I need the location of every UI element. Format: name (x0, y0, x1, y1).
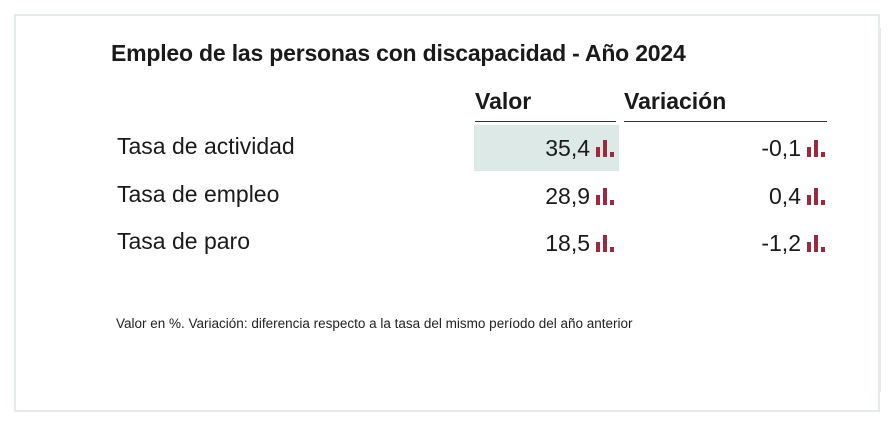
valor-value: 28,9 (545, 182, 590, 209)
table-row: Tasa de empleo 28,9 0,4 (0, 173, 890, 219)
variacion-cell[interactable]: 0,4 (624, 173, 830, 219)
column-header-variacion: Variación (624, 88, 827, 122)
table-row: Tasa de actividad 35,4 -0,1 (0, 125, 890, 171)
valor-cell[interactable]: 35,4 (474, 125, 619, 171)
valor-value: 18,5 (545, 229, 590, 256)
valor-cell[interactable]: 28,9 (474, 173, 619, 219)
bar-chart-icon[interactable] (596, 139, 617, 157)
row-label: Tasa de empleo (117, 181, 280, 207)
row-label: Tasa de paro (117, 228, 250, 254)
card-title: Empleo de las personas con discapacidad … (111, 40, 686, 66)
table-row: Tasa de paro 18,5 -1,2 (0, 220, 890, 266)
column-header-valor: Valor (475, 88, 616, 122)
footnote: Valor en %. Variación: diferencia respec… (116, 316, 633, 331)
variacion-value: 0,4 (769, 182, 801, 209)
variacion-value: -0,1 (761, 134, 801, 161)
variacion-value: -1,2 (761, 229, 801, 256)
scroll-divider (878, 28, 881, 392)
variacion-cell[interactable]: -1,2 (624, 220, 830, 266)
bar-chart-icon[interactable] (807, 139, 828, 157)
valor-cell[interactable]: 18,5 (474, 220, 619, 266)
indicator-card (14, 14, 880, 412)
bar-chart-icon[interactable] (807, 187, 828, 205)
valor-value: 35,4 (545, 134, 590, 161)
bar-chart-icon[interactable] (596, 234, 617, 252)
row-label: Tasa de actividad (117, 133, 295, 159)
bar-chart-icon[interactable] (807, 234, 828, 252)
variacion-cell[interactable]: -0,1 (624, 125, 830, 171)
bar-chart-icon[interactable] (596, 187, 617, 205)
